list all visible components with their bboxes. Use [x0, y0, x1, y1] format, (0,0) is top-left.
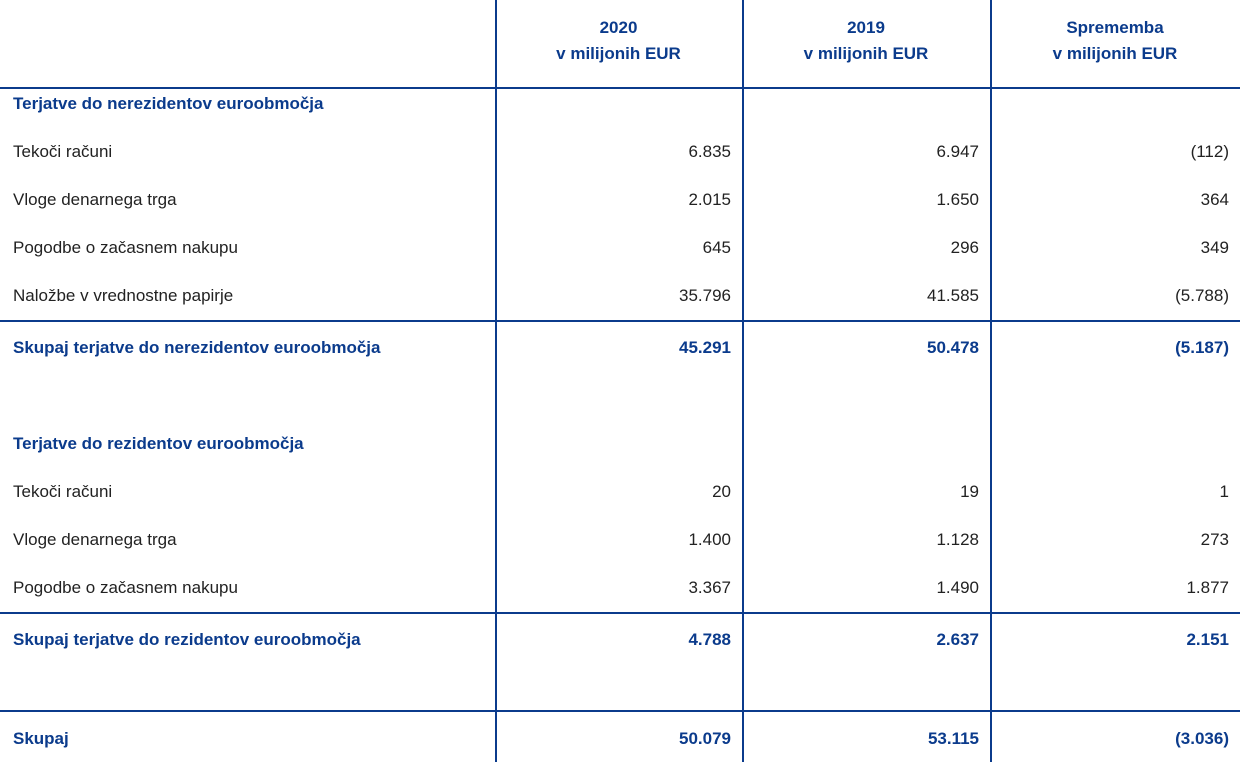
section-title: Terjatve do nerezidentov euroobmočja: [13, 94, 324, 113]
row-label: Pogodbe o začasnem nakupu: [13, 578, 238, 597]
row-value: 1.877: [1186, 578, 1229, 597]
grand-total-label: Skupaj: [13, 729, 69, 748]
column-unit: v milijonih EUR: [556, 44, 681, 63]
column-unit: v milijonih EUR: [803, 44, 929, 63]
row-value: 1.400: [688, 530, 731, 549]
row-value: 349: [1200, 238, 1229, 257]
row-value: 6.947: [936, 142, 979, 161]
column-header: 2020: [599, 18, 638, 37]
row-value: 273: [1200, 530, 1229, 549]
column-rule: [495, 0, 497, 762]
total-label: Skupaj terjatve do nerezidentov euroobmo…: [13, 338, 381, 357]
row-label: Vloge denarnega trga: [13, 530, 177, 549]
row-value: 364: [1200, 190, 1229, 209]
row-label: Tekoči računi: [13, 482, 113, 501]
row-value: 6.835: [688, 142, 731, 161]
row-value: 1.490: [936, 578, 979, 597]
column-rule: [742, 0, 744, 762]
row-value: 20: [712, 482, 731, 501]
column-header: Sprememba: [1066, 18, 1164, 37]
row-value: 296: [950, 238, 979, 257]
row-value: 3.367: [688, 578, 731, 597]
total-rule: [0, 710, 1240, 712]
row-value: 2.015: [688, 190, 731, 209]
total-value: 50.478: [927, 338, 979, 357]
total-rule: [0, 612, 1240, 614]
row-value: 35.796: [679, 286, 731, 305]
row-label: Naložbe v vrednostne papirje: [13, 286, 234, 305]
grand-total-value: (3.036): [1175, 729, 1229, 748]
row-value: 41.585: [927, 286, 979, 305]
column-header: 2019: [847, 18, 885, 37]
row-value: 645: [702, 238, 731, 257]
total-value: 45.291: [679, 338, 731, 357]
row-label: Vloge denarnega trga: [13, 190, 177, 209]
row-value: (112): [1190, 142, 1229, 161]
total-label: Skupaj terjatve do rezidentov euroobmočj…: [13, 630, 361, 649]
row-value: (5.788): [1175, 286, 1229, 305]
row-label: Tekoči računi: [13, 142, 113, 161]
total-rule: [0, 320, 1240, 322]
column-unit: v milijonih EUR: [1052, 44, 1178, 63]
total-value: 2.637: [936, 630, 979, 649]
row-label: Pogodbe o začasnem nakupu: [13, 238, 238, 257]
section-title: Terjatve do rezidentov euroobmočja: [13, 434, 304, 453]
grand-total-value: 53.115: [927, 729, 979, 748]
row-value: 1: [1219, 482, 1229, 501]
row-value: 1.128: [936, 530, 979, 549]
header-rule: [0, 87, 1240, 89]
row-value: 19: [960, 482, 979, 501]
total-value: 4.788: [688, 630, 731, 649]
total-value: (5.187): [1175, 338, 1229, 357]
total-value: 2.151: [1186, 630, 1229, 649]
grand-total-value: 50.079: [679, 729, 731, 748]
column-rule: [990, 0, 992, 762]
row-value: 1.650: [936, 190, 979, 209]
